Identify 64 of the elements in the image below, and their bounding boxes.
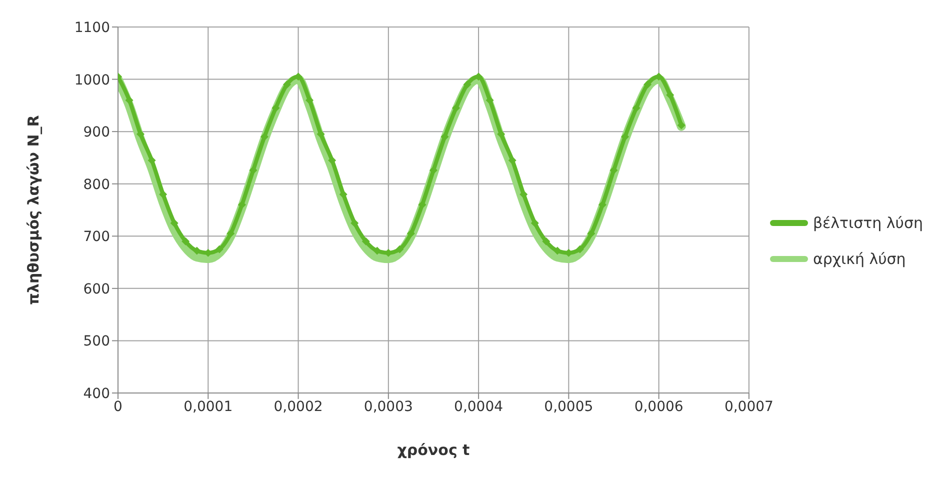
point <box>520 190 528 198</box>
point <box>542 237 550 246</box>
point <box>598 200 606 209</box>
point <box>429 166 438 174</box>
y-tick-label: 1100 <box>74 20 110 36</box>
point <box>283 80 292 89</box>
point <box>576 245 584 254</box>
point <box>306 96 314 104</box>
point <box>373 246 382 255</box>
legend-label: βέλτιστη λύση <box>812 214 923 232</box>
point <box>677 121 686 130</box>
point <box>553 246 562 255</box>
point <box>226 230 235 238</box>
point <box>406 230 415 238</box>
point <box>610 166 618 174</box>
point <box>666 90 674 99</box>
point <box>463 80 472 89</box>
point <box>136 130 145 138</box>
point <box>159 190 168 198</box>
x-tick-label: 0,0002 <box>274 398 323 415</box>
point <box>497 130 506 138</box>
point <box>530 219 539 228</box>
point <box>192 246 201 255</box>
x-tick-label: 0 <box>114 398 122 415</box>
point <box>182 237 190 246</box>
y-tick-label: 600 <box>83 281 110 298</box>
point <box>260 132 268 141</box>
point <box>362 237 370 246</box>
x-tick-label: 0,0005 <box>544 398 594 415</box>
y-tick-label: 700 <box>83 229 110 246</box>
point <box>238 200 246 209</box>
x-tick-label: 0,0001 <box>184 398 233 415</box>
x-tick-label: 0,0004 <box>454 398 504 415</box>
point <box>272 104 280 112</box>
point <box>418 200 426 209</box>
x-axis-title: χρόνος t <box>397 441 470 459</box>
point <box>508 156 516 164</box>
y-tick-label: 400 <box>83 386 110 402</box>
point <box>396 245 404 254</box>
y-axis-title: πληθυσμός λαγών N_R <box>24 114 42 305</box>
y-tick-label: 800 <box>83 176 110 193</box>
point <box>148 156 156 164</box>
x-tick-label: 0,0003 <box>364 398 413 415</box>
point <box>316 130 325 138</box>
y-tick-label: 500 <box>83 334 110 350</box>
point <box>350 219 359 228</box>
point <box>339 190 348 198</box>
point <box>632 104 640 112</box>
x-tick-label: 0,0006 <box>634 398 684 415</box>
point <box>440 132 449 141</box>
point <box>170 219 178 228</box>
point <box>486 96 494 104</box>
x-tick-label: 0,0007 <box>724 398 774 415</box>
point <box>621 132 630 141</box>
legend-label: αρχική λύση <box>812 250 906 268</box>
y-tick-label: 1000 <box>74 72 110 88</box>
point <box>249 166 258 174</box>
point <box>328 156 336 164</box>
point <box>215 245 224 254</box>
point <box>587 230 596 238</box>
y-tick-label: 900 <box>83 124 110 141</box>
point <box>644 80 652 89</box>
point <box>125 96 134 104</box>
point <box>452 104 460 112</box>
